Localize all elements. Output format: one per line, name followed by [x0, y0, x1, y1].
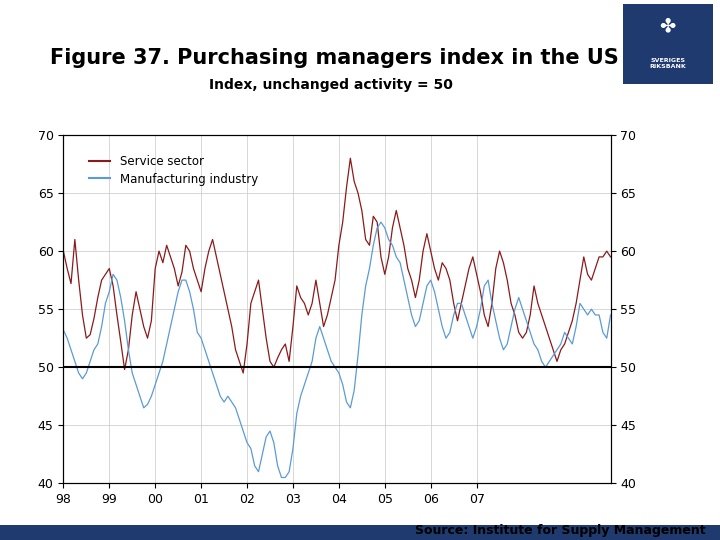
Text: Figure 37. Purchasing managers index in the US: Figure 37. Purchasing managers index in …: [50, 48, 619, 68]
Legend: Service sector, Manufacturing industry: Service sector, Manufacturing industry: [86, 151, 261, 189]
Text: Index, unchanged activity = 50: Index, unchanged activity = 50: [210, 78, 453, 92]
Text: SVERIGES
RIKSBANK: SVERIGES RIKSBANK: [649, 58, 686, 69]
Text: Source: Institute for Supply Management: Source: Institute for Supply Management: [415, 524, 706, 537]
Text: ✤: ✤: [660, 17, 676, 36]
